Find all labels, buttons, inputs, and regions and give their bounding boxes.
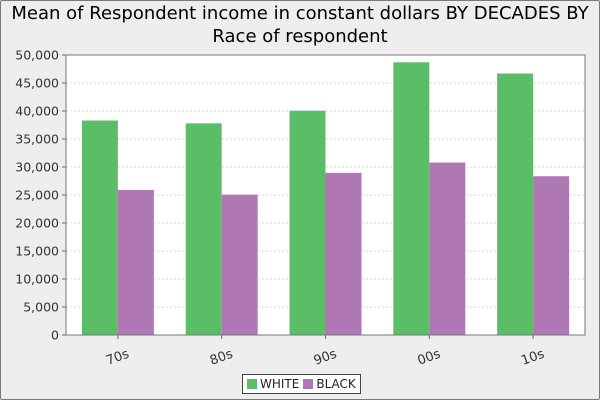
legend-swatch-black <box>303 379 314 389</box>
bar-white-90s <box>289 110 326 335</box>
y-tick-label: 0 <box>51 328 59 343</box>
bar-white-00s <box>393 62 430 335</box>
legend-item-white: WHITE <box>247 377 299 391</box>
y-tick-label: 25,000 <box>15 188 59 203</box>
x-tick-label: 10s <box>519 347 546 369</box>
y-tick-label: 50,000 <box>15 48 59 63</box>
bar-white-70s <box>81 120 118 336</box>
chart-title: Mean of Respondent income in constant do… <box>0 2 600 48</box>
chart-title-line-1: Mean of Respondent income in constant do… <box>11 3 589 24</box>
y-tick-label: 10,000 <box>15 272 59 287</box>
chart-title-line-2: Race of respondent <box>212 26 388 47</box>
x-tick-label: 90s <box>312 347 339 369</box>
y-tick-label: 35,000 <box>15 132 59 147</box>
x-tick-label: 00s <box>416 347 443 369</box>
legend-label-white: WHITE <box>260 377 300 391</box>
y-tick-label: 15,000 <box>15 244 59 259</box>
legend-label-black: BLACK <box>316 377 356 391</box>
legend-swatch-white <box>247 379 257 389</box>
legend-item-black: BLACK <box>303 377 356 391</box>
bar-white-80s <box>185 123 222 335</box>
bar-black-80s <box>221 194 258 335</box>
legend: WHITE BLACK <box>242 374 361 394</box>
bar-black-70s <box>117 189 154 335</box>
y-tick-label: 45,000 <box>15 76 59 91</box>
y-tick-label: 20,000 <box>15 216 59 231</box>
x-tick-label: 70s <box>104 347 131 369</box>
bar-black-00s <box>429 162 466 335</box>
bar-black-90s <box>325 172 362 335</box>
bar-white-10s <box>497 73 534 335</box>
y-tick-label: 30,000 <box>15 160 59 175</box>
bar-black-10s <box>533 176 570 335</box>
x-tick-label: 80s <box>208 347 235 369</box>
y-tick-label: 5,000 <box>23 300 59 315</box>
plot-border <box>65 54 586 336</box>
y-tick-label: 40,000 <box>15 104 59 119</box>
